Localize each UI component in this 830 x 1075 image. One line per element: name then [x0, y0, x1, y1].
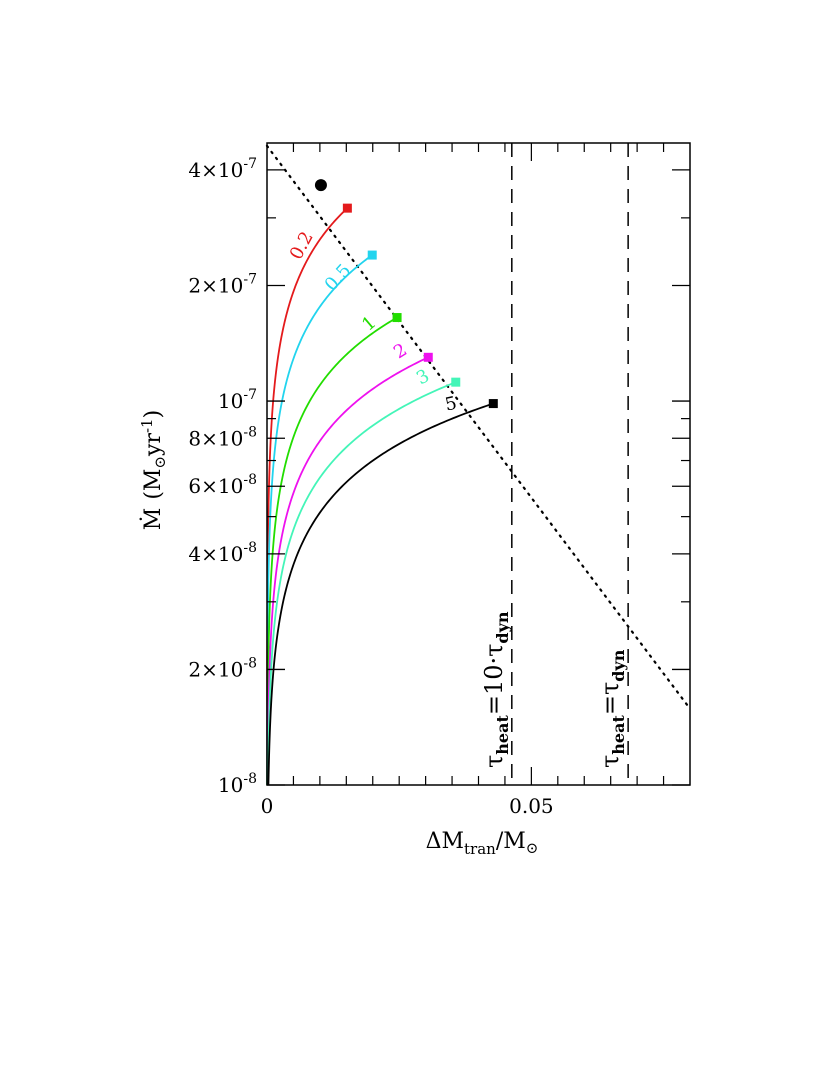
- curve-label-5: 5: [443, 393, 459, 416]
- x-tick-labels: 0 0.05: [261, 794, 554, 818]
- dotted-limit-line: [265, 144, 692, 710]
- x-tick-label: 0.05: [509, 794, 554, 818]
- curve-label-1: 1: [358, 312, 380, 335]
- x-tick-label: 0: [261, 794, 274, 818]
- curve-3: [266, 381, 457, 785]
- curves: [266, 207, 494, 786]
- markers: [314, 179, 498, 409]
- square-marker-3: [451, 377, 461, 387]
- circle-marker: [314, 179, 327, 192]
- square-marker-0.5: [367, 250, 377, 260]
- axis-ticks: [267, 143, 690, 786]
- y-tick-labels: 10-8 2×10-8 4×10-8 6×10-8 8×10-8 10-7 2×10-7 4×…: [188, 156, 257, 797]
- vline-label: τheat=τdyn: [596, 649, 628, 768]
- y-axis-label: Ṁ(M⊙yr-1): [138, 410, 169, 530]
- square-marker-2: [423, 352, 433, 362]
- square-marker-0.2: [342, 203, 352, 213]
- y-tick-label: 8×10-8: [188, 424, 257, 450]
- curve-0.2: [266, 207, 348, 785]
- y-tick-label: 2×10-7: [188, 271, 257, 297]
- curve-label-3: 3: [413, 365, 433, 389]
- vertical-dashed-lines: τheat=10·τdyn τheat=τdyn: [480, 143, 629, 785]
- curve-0.5: [266, 254, 373, 785]
- vline-label: τheat=10·τdyn: [480, 611, 512, 768]
- y-tick-label: 6×10-8: [188, 472, 257, 498]
- curve-label-0.2: 0.2: [286, 228, 318, 263]
- square-marker-1: [392, 313, 402, 323]
- y-tick-label: 10-8: [218, 771, 257, 797]
- x-axis-label: ΔMtran/M⊙: [426, 829, 539, 858]
- dotted-line: [265, 144, 692, 710]
- curve-5: [267, 402, 494, 786]
- square-marker-5: [488, 399, 498, 409]
- y-tick-label: 2×10-8: [188, 655, 257, 681]
- y-tick-label: 4×10-7: [188, 156, 257, 182]
- curve-1: [266, 316, 398, 785]
- curve-label-2: 2: [390, 339, 411, 363]
- curve-label-0.5: 0.5: [321, 260, 356, 295]
- y-tick-label: 4×10-8: [188, 540, 257, 566]
- y-tick-label: 10-7: [218, 387, 257, 413]
- curve-2: [266, 356, 429, 785]
